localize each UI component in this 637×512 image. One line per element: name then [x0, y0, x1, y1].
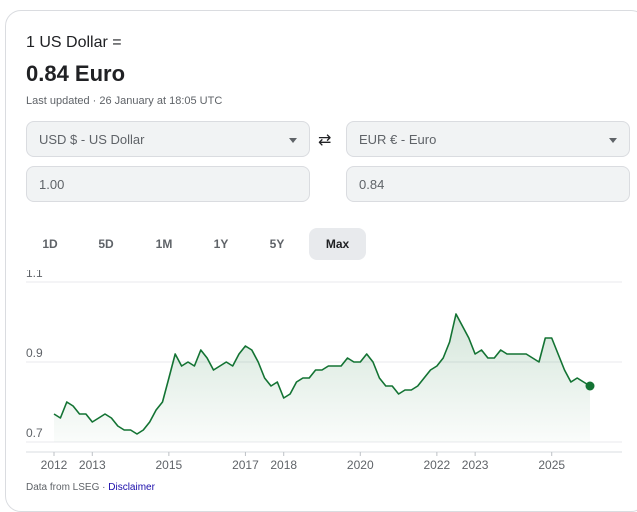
x-tick-label: 2020 [347, 458, 374, 472]
swap-arrows-icon[interactable]: ⇄ [318, 132, 332, 149]
disclaimer-link[interactable]: Disclaimer [108, 482, 155, 493]
from-amount-value: 1.00 [39, 176, 65, 192]
tab-5d[interactable]: 5D [98, 237, 114, 251]
last-updated: Last updated · 26 January at 18:05 UTC [26, 95, 223, 107]
data-source-text: Data from LSEG · [26, 482, 106, 493]
chevron-down-icon [609, 138, 617, 143]
tab-1m[interactable]: 1M [155, 237, 173, 251]
rate-chart: 0.7 0.9 1.1 2012 2013 2015 2017 2018 2020 2022 20… [26, 270, 622, 472]
chart-area-fill [54, 314, 590, 442]
from-currency-label: USD $ - US Dollar [39, 131, 145, 147]
x-tick-label: 2023 [462, 458, 489, 472]
x-tick-label: 2022 [424, 458, 451, 472]
chevron-down-icon [289, 138, 297, 143]
from-currency-select[interactable]: USD $ - US Dollar [26, 121, 310, 157]
tab-1d[interactable]: 1D [42, 237, 58, 251]
x-tick-label: 2015 [156, 458, 183, 472]
x-tick-label: 2017 [232, 458, 259, 472]
y-tick-label: 1.1 [26, 270, 43, 280]
to-amount-input[interactable]: 0.84 [346, 166, 630, 202]
from-amount-input[interactable]: 1.00 [26, 166, 310, 202]
y-tick-label: 0.7 [26, 426, 43, 440]
chart-series-line [53, 313, 591, 435]
to-amount-value: 0.84 [359, 176, 385, 192]
x-tick-label: 2018 [270, 458, 297, 472]
to-currency-select[interactable]: EUR € - Euro [346, 121, 630, 157]
y-tick-label: 0.9 [26, 346, 43, 360]
tab-5y[interactable]: 5Y [269, 237, 285, 251]
converter-intro: 1 US Dollar = [26, 34, 122, 51]
to-currency-label: EUR € - Euro [359, 131, 437, 147]
data-source: Data from LSEG · Disclaimer [26, 482, 155, 493]
x-tick-label: 2013 [79, 458, 106, 472]
tab-max[interactable]: Max [309, 228, 366, 260]
x-tick-label: 2012 [41, 458, 68, 472]
tab-1y[interactable]: 1Y [213, 237, 229, 251]
chart-current-point[interactable] [585, 381, 595, 391]
x-tick-label: 2025 [538, 458, 565, 472]
exchange-rate: 0.84 Euro [26, 61, 126, 86]
